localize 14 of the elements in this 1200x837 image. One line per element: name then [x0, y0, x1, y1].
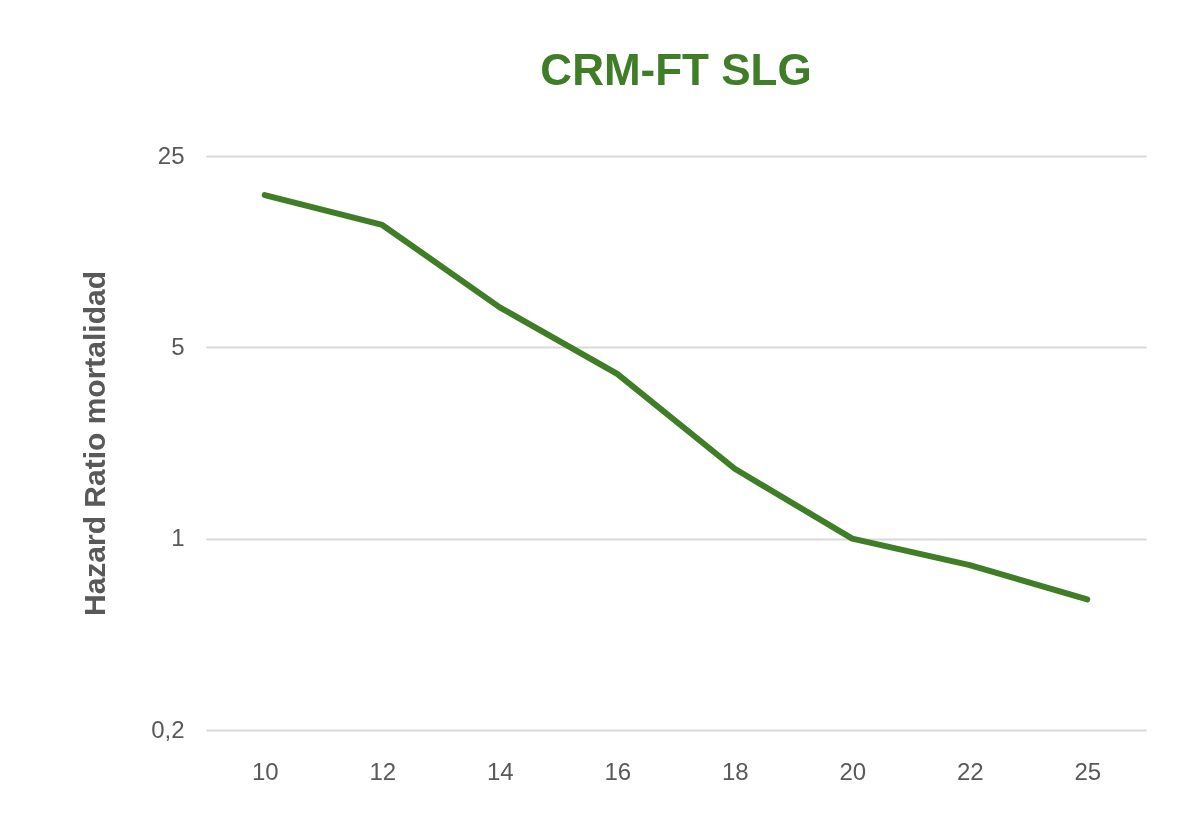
- x-tick-label: 22: [956, 757, 984, 785]
- x-tick-label: 14: [486, 757, 514, 785]
- y-tick-label: 0,2: [151, 715, 185, 743]
- x-tick-label: 16: [604, 757, 632, 785]
- y-tick-label: 25: [157, 141, 185, 169]
- y-tick-label: 1: [171, 524, 185, 552]
- x-tick-label: 18: [721, 757, 749, 785]
- x-tick-label: 10: [251, 757, 279, 785]
- x-tick-label: 12: [369, 757, 397, 785]
- x-tick-label: 25: [1074, 757, 1102, 785]
- x-tick-label: 20: [839, 757, 867, 785]
- chart-title: CRM-FT SLG: [540, 45, 812, 94]
- y-tick-label: 5: [171, 332, 185, 360]
- y-axis-title: Hazard Ratio mortalidad: [78, 270, 112, 617]
